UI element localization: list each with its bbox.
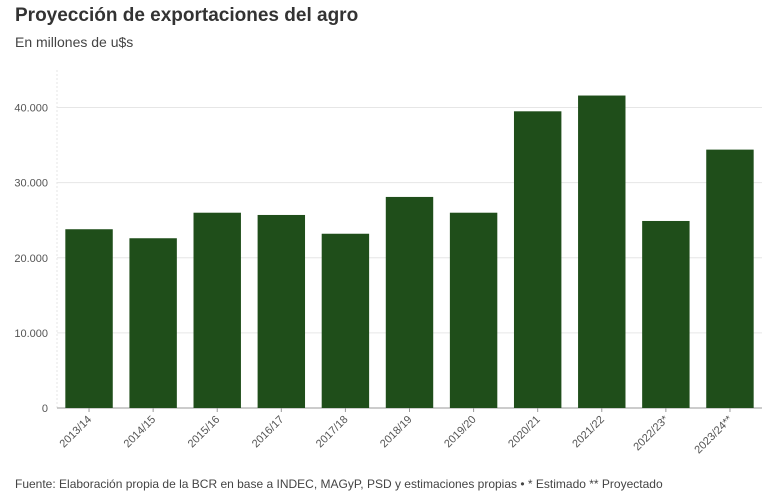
x-tick-label: 2023/24**	[692, 413, 735, 456]
bar-2015-16[interactable]: 2015/16: 26000	[193, 212, 241, 408]
bars: 2013/14: 23800 2014/15: 22600 2015/16: 260…	[65, 95, 754, 409]
x-axis-ticks: 2013/14 2014/15 2015/16 2016/17 2017/18 2018/…	[58, 408, 736, 456]
source-note: Fuente: Elaboración propia de la BCR en …	[15, 477, 663, 491]
chart-title: Proyección de exportaciones del agro	[15, 5, 359, 26]
bar-2023-24[interactable]: 2023/24**: 34400	[706, 149, 754, 408]
x-tick-label: 2016/17	[250, 414, 287, 451]
bar-2014-15[interactable]: 2014/15: 22600	[129, 238, 177, 408]
y-axis-ticks: 0 10.000 20.000 30.000 40.000	[14, 103, 48, 415]
y-tick-label: 20.000	[14, 253, 48, 265]
bar-2019-20[interactable]: 2019/20: 26000	[449, 212, 498, 408]
bar-2016-17[interactable]: 2016/17: 25700	[257, 214, 306, 408]
y-tick-label: 30.000	[14, 178, 48, 190]
x-tick-label: 2018/19	[378, 414, 415, 451]
bar-chart: 0 10.000 20.000 30.000 40.000 2013/14: 23800…	[14, 70, 762, 456]
y-tick-label: 40.000	[14, 103, 48, 115]
x-tick-label: 2014/15	[122, 414, 159, 451]
bar-2017-18[interactable]: 2017/18: 23200	[321, 233, 370, 408]
x-tick-label: 2020/21	[506, 414, 543, 451]
x-tick-label: 2015/16	[186, 414, 223, 451]
y-tick-label: 0	[42, 403, 48, 415]
x-tick-label: 2013/14	[58, 414, 95, 451]
x-tick-label: 2021/22	[570, 414, 607, 451]
bar-2021-22[interactable]: 2021/22: 41600	[578, 95, 626, 408]
x-tick-label: 2022/23*	[631, 413, 671, 453]
bar-2013-14[interactable]: 2013/14: 23800	[65, 229, 113, 408]
x-tick-label: 2017/18	[314, 414, 351, 451]
bar-2018-19[interactable]: 2018/19: 28100	[385, 196, 434, 408]
y-tick-label: 10.000	[14, 328, 48, 340]
bar-2022-23[interactable]: 2022/23*: 24900	[642, 220, 690, 408]
chart-subtitle: En millones de u$s	[15, 34, 134, 50]
x-tick-label: 2019/20	[442, 414, 479, 451]
bar-2020-21[interactable]: 2020/21: 39500	[513, 111, 562, 409]
